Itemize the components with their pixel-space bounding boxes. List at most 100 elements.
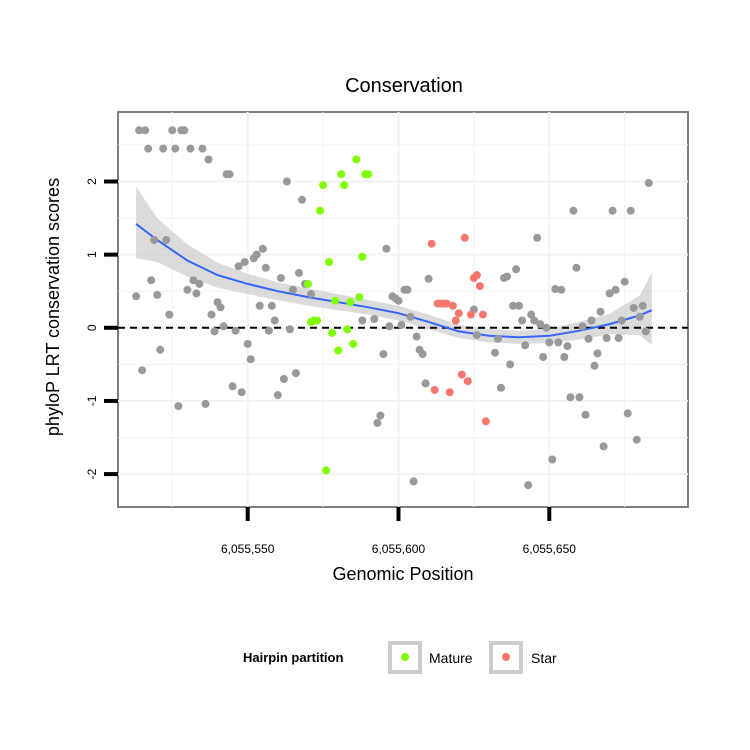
data-point-star — [457, 370, 466, 379]
data-point-other — [204, 155, 213, 164]
data-point-other — [295, 268, 303, 277]
y-tick-label: 0 — [85, 324, 99, 331]
data-point-other — [608, 206, 617, 215]
legend-label-star: Star — [531, 650, 557, 666]
smooth-line-layer — [135, 223, 653, 339]
data-point-other — [521, 341, 530, 350]
data-point-other — [632, 435, 641, 444]
data-point-other — [144, 144, 153, 153]
data-point-other — [159, 144, 168, 153]
data-point-other — [225, 170, 234, 179]
data-point-other — [307, 290, 315, 299]
data-point-other — [536, 320, 545, 329]
data-point-other — [421, 379, 430, 388]
data-point-other — [530, 316, 539, 325]
data-point-mature — [331, 296, 340, 305]
y-tick-label: 1 — [85, 251, 99, 258]
data-point-other — [617, 316, 626, 325]
data-point-star — [427, 239, 436, 248]
data-point-other — [138, 366, 147, 375]
data-point-other — [186, 144, 195, 153]
data-point-other — [575, 393, 584, 402]
data-point-other — [174, 402, 183, 411]
y-tick-label: 2 — [85, 178, 99, 185]
data-point-other — [614, 334, 623, 342]
data-point-other — [237, 388, 246, 397]
data-point-other — [506, 360, 515, 369]
data-point-other — [590, 361, 599, 370]
data-point-other — [240, 258, 249, 266]
data-point-other — [298, 195, 306, 204]
data-point-other — [623, 409, 632, 418]
data-point-other — [638, 301, 647, 310]
data-point-mature — [316, 206, 325, 215]
loess-smooth-line — [135, 223, 653, 339]
data-point-other — [246, 355, 255, 364]
data-point-other — [258, 244, 267, 253]
data-point-other — [569, 206, 578, 215]
data-point-other — [593, 349, 602, 358]
legend-title: Hairpin partition — [243, 650, 343, 665]
data-point-other — [180, 126, 189, 135]
data-point-other — [394, 296, 403, 305]
data-point-star — [472, 271, 481, 280]
data-point-other — [156, 345, 165, 354]
data-point-star — [448, 301, 457, 310]
chart-title-text: Conservation — [345, 75, 463, 97]
data-point-other — [584, 334, 593, 343]
data-point-other — [358, 316, 367, 325]
data-point-other — [234, 262, 243, 271]
data-point-other — [557, 285, 566, 294]
data-point-other — [382, 244, 391, 253]
data-point-other — [279, 375, 288, 383]
data-point-other — [379, 350, 388, 359]
x-axis-label: Genomic Position — [332, 564, 473, 584]
legend-swatch-star — [502, 653, 510, 661]
data-point-other — [518, 316, 527, 325]
data-point-other — [153, 290, 162, 299]
data-point-other — [566, 393, 575, 402]
data-point-other — [644, 179, 653, 187]
data-point-other — [198, 144, 207, 153]
legend: Hairpin partition Mature Star — [243, 641, 557, 674]
confidence-ribbon-layer — [136, 186, 652, 346]
data-point-other — [376, 411, 385, 420]
data-point-star — [451, 316, 460, 325]
data-point-other — [171, 144, 180, 153]
data-point-other — [596, 307, 605, 316]
data-point-other — [497, 383, 505, 392]
x-tick-label: 6,055,600 — [372, 542, 426, 556]
data-point-other — [162, 236, 171, 244]
data-point-other — [403, 285, 412, 294]
data-point-other — [491, 348, 499, 357]
data-point-mature — [340, 181, 349, 190]
data-point-star — [475, 282, 484, 291]
data-point-other — [424, 274, 433, 283]
data-point-other — [150, 236, 159, 244]
data-point-other — [503, 272, 511, 281]
data-point-other — [551, 285, 560, 293]
data-point-other — [602, 334, 611, 342]
y-tick-label: -2 — [85, 468, 99, 479]
data-point-other — [288, 285, 297, 294]
data-point-other — [141, 126, 150, 135]
data-point-other — [168, 126, 177, 135]
data-point-star — [430, 386, 439, 394]
data-point-other — [545, 338, 554, 347]
legend-label-mature: Mature — [429, 650, 473, 666]
data-point-mature — [358, 252, 367, 261]
data-point-star — [445, 388, 454, 397]
data-point-other — [542, 323, 551, 332]
data-point-other — [132, 292, 141, 301]
data-point-mature — [346, 298, 355, 307]
data-point-star — [454, 309, 463, 318]
data-point-other — [626, 206, 635, 215]
data-point-other — [629, 304, 638, 312]
data-point-other — [285, 325, 294, 334]
data-point-other — [385, 322, 394, 331]
data-point-star — [463, 377, 472, 386]
data-point-other — [276, 274, 285, 282]
data-point-other — [231, 326, 240, 335]
data-point-other — [472, 331, 481, 340]
data-point-other — [599, 442, 608, 451]
